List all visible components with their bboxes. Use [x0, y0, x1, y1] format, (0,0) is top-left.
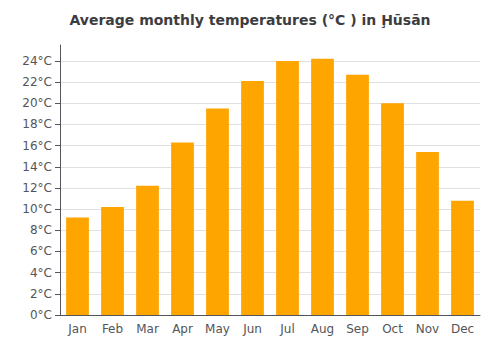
svg-text:4°C: 4°C	[30, 266, 52, 280]
svg-text:Average monthly temperatures (: Average monthly temperatures (°C ) in Ḩū…	[69, 12, 430, 28]
svg-text:Mar: Mar	[136, 322, 159, 336]
svg-text:24°C: 24°C	[22, 54, 52, 68]
svg-text:6°C: 6°C	[30, 244, 52, 258]
svg-text:Jul: Jul	[279, 322, 294, 336]
svg-text:20°C: 20°C	[22, 96, 52, 110]
svg-text:12°C: 12°C	[22, 181, 52, 195]
svg-text:8°C: 8°C	[30, 223, 52, 237]
svg-text:2°C: 2°C	[30, 287, 52, 301]
svg-text:Jun: Jun	[242, 322, 262, 336]
svg-text:Nov: Nov	[416, 322, 439, 336]
svg-text:0°C: 0°C	[30, 308, 52, 322]
svg-text:Oct: Oct	[382, 322, 403, 336]
svg-text:Aug: Aug	[311, 322, 334, 336]
svg-text:Jan: Jan	[67, 322, 87, 336]
svg-text:Sep: Sep	[346, 322, 369, 336]
svg-text:14°C: 14°C	[22, 160, 52, 174]
svg-text:16°C: 16°C	[22, 139, 52, 153]
svg-text:18°C: 18°C	[22, 117, 52, 131]
svg-text:10°C: 10°C	[22, 202, 52, 216]
svg-text:22°C: 22°C	[22, 75, 52, 89]
svg-text:Dec: Dec	[451, 322, 474, 336]
svg-text:Feb: Feb	[102, 322, 123, 336]
svg-text:Apr: Apr	[172, 322, 193, 336]
svg-text:May: May	[205, 322, 230, 336]
